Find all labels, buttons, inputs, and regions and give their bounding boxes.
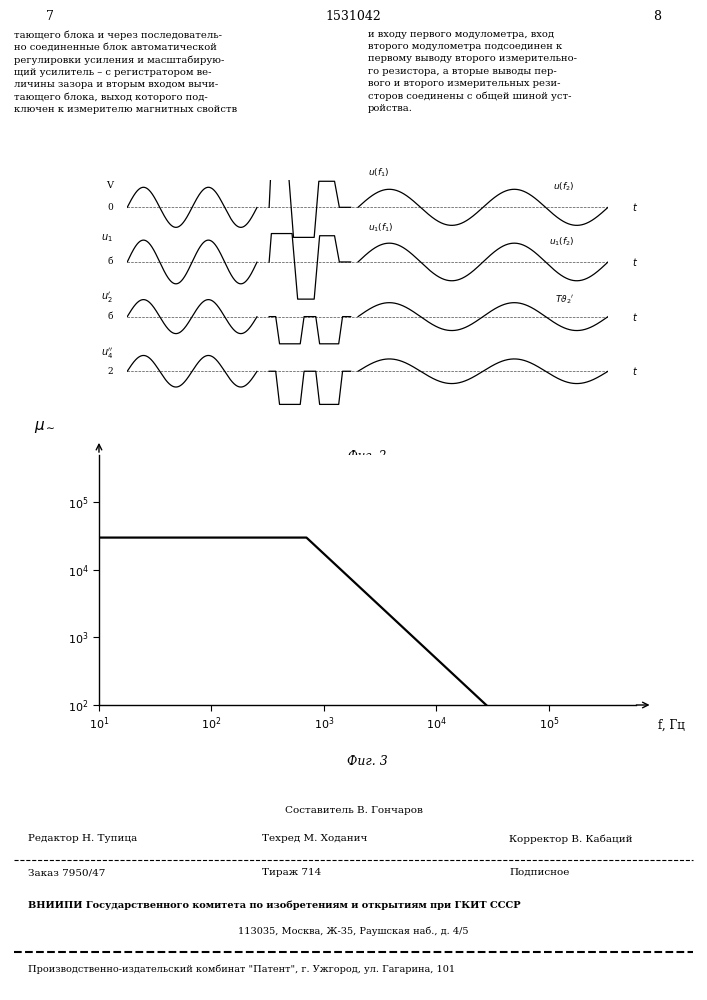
Text: Фиг. 2: Фиг. 2 [349,450,387,463]
Text: 1531042: 1531042 [326,10,381,23]
Text: Редактор Н. Тупица: Редактор Н. Тупица [28,834,138,843]
Text: $u(f_1)$: $u(f_1)$ [368,166,389,179]
Text: $t$: $t$ [632,256,638,268]
Text: $t$: $t$ [632,365,638,377]
Text: Заказ 7950/47: Заказ 7950/47 [28,868,105,877]
Text: V: V [106,181,113,190]
Text: ВНИИПИ Государственного комитета по изобретениям и открытиям при ГКИТ СССР: ВНИИПИ Государственного комитета по изоб… [28,900,521,910]
Text: Корректор В. Кабаций: Корректор В. Кабаций [509,834,633,844]
Text: $\mu_{\sim}$: $\mu_{\sim}$ [35,419,56,435]
Text: тающего блока и через последователь-
но соединенные блок автоматической
регулиро: тающего блока и через последователь- но … [14,30,238,114]
Text: Тираж 714: Тираж 714 [262,868,321,877]
Text: б: б [107,312,113,321]
Text: 2: 2 [107,367,113,376]
Text: и входу первого модулометра, вход
второго модулометра подсоединен к
первому выво: и входу первого модулометра, вход второг… [368,30,577,113]
Text: Производственно-издательский комбинат "Патент", г. Ужгород, ул. Гагарина, 101: Производственно-издательский комбинат "П… [28,964,455,974]
Text: $u_1(f_2)$: $u_1(f_2)$ [549,235,574,248]
Text: Составитель В. Гончаров: Составитель В. Гончаров [284,806,423,815]
Text: $u_1(f_1)$: $u_1(f_1)$ [368,222,393,234]
Text: б: б [107,257,113,266]
Text: $u_4''$: $u_4''$ [100,347,113,361]
Text: $u(f_2)$: $u(f_2)$ [553,180,574,193]
Text: $u_2'$: $u_2'$ [101,291,113,305]
Text: 8: 8 [653,10,662,23]
Text: $T\vartheta_2$$'$: $T\vartheta_2$$'$ [555,294,574,306]
Text: f, Гц: f, Гц [658,718,684,732]
Text: Подписное: Подписное [509,868,569,877]
Text: $t$: $t$ [632,311,638,323]
Text: 0: 0 [107,203,113,212]
Text: 7: 7 [45,10,54,23]
Text: $u_1$: $u_1$ [101,232,113,244]
Text: 113035, Москва, Ж-35, Раушская наб., д. 4/5: 113035, Москва, Ж-35, Раушская наб., д. … [238,926,469,936]
Text: Техред М. Ходанич: Техред М. Ходанич [262,834,367,843]
Text: Фиг. 3: Фиг. 3 [347,755,388,768]
Text: $t$: $t$ [632,201,638,213]
